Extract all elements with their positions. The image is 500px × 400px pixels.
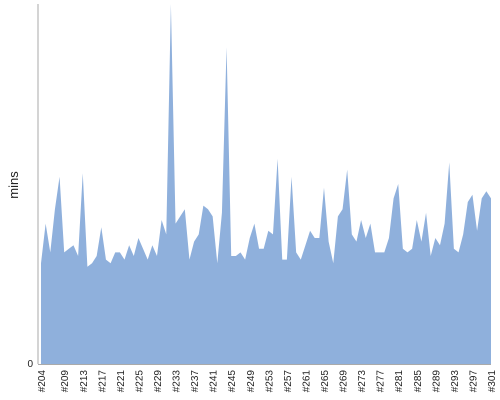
x-tick-label: #233 [172, 370, 183, 393]
x-tick-label: #213 [79, 370, 90, 393]
x-tick-label: #237 [190, 370, 201, 393]
x-tick-label: #265 [320, 370, 331, 393]
x-tick-label: #269 [339, 370, 350, 393]
x-tick-label: #273 [357, 370, 368, 393]
x-tick-label: #225 [134, 370, 145, 393]
x-tick-label: #209 [60, 370, 71, 393]
x-tick-label: #297 [468, 370, 479, 393]
x-tick-label: #221 [116, 370, 127, 393]
x-tick-label: #301 [487, 370, 498, 393]
x-tick-label: #277 [376, 370, 387, 393]
x-tick-label: #289 [431, 370, 442, 393]
x-tick-label: #253 [264, 370, 275, 393]
x-tick-label: #293 [450, 370, 461, 393]
series-area [41, 4, 491, 364]
x-tick-label: #204 [37, 370, 48, 393]
x-tick-labels: #204 #209 #213 #217 #221 #225 #229 #233 #237 #241… [37, 370, 498, 393]
x-tick-label: #229 [153, 370, 164, 393]
x-tick-label: #241 [209, 370, 220, 393]
x-tick-label: #281 [394, 370, 405, 393]
x-tick-label: #217 [97, 370, 108, 393]
x-tick-label: #261 [301, 370, 312, 393]
x-tick-label: #249 [246, 370, 257, 393]
y-tick-label-0: 0 [27, 359, 33, 370]
x-tick-label: #257 [283, 370, 294, 393]
x-tick-label: #285 [413, 370, 424, 393]
x-tick-label: #245 [227, 370, 238, 393]
y-axis-label: mins [6, 171, 21, 199]
